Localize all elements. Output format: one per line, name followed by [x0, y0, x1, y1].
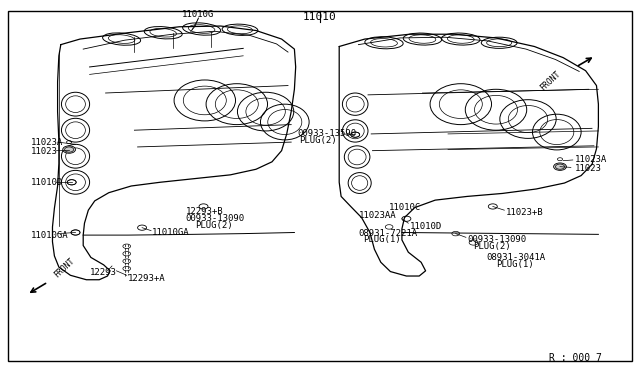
- Text: 11010GA: 11010GA: [152, 228, 190, 237]
- Text: 11023: 11023: [575, 164, 602, 173]
- Text: FRONT: FRONT: [538, 69, 562, 92]
- Text: 11023AA: 11023AA: [358, 211, 396, 219]
- Text: PLUG(2): PLUG(2): [195, 221, 233, 230]
- Circle shape: [63, 146, 76, 153]
- Text: R : 000 7: R : 000 7: [548, 353, 602, 363]
- Text: 11010GA: 11010GA: [31, 231, 68, 240]
- Text: 08931-3041A: 08931-3041A: [486, 253, 545, 262]
- Text: 11023A: 11023A: [31, 138, 63, 147]
- Text: 11010: 11010: [303, 12, 337, 22]
- Text: FRONT: FRONT: [52, 256, 76, 279]
- Text: 12293+B: 12293+B: [186, 207, 223, 216]
- Text: 11010G: 11010G: [182, 10, 214, 19]
- Circle shape: [554, 163, 566, 170]
- Text: PLUG(2): PLUG(2): [474, 242, 511, 251]
- Text: 11023+B: 11023+B: [506, 208, 543, 217]
- Text: 12293+A: 12293+A: [128, 274, 166, 283]
- Text: PLUG(1): PLUG(1): [496, 260, 534, 269]
- Text: 00933-13090: 00933-13090: [186, 214, 244, 223]
- Text: 12293: 12293: [90, 268, 116, 277]
- Text: PLUG(1): PLUG(1): [364, 235, 401, 244]
- Text: 11023A: 11023A: [575, 155, 607, 164]
- Text: 00933-13590: 00933-13590: [298, 129, 356, 138]
- Text: 11010C: 11010C: [389, 203, 421, 212]
- Text: 11010D: 11010D: [410, 222, 442, 231]
- Text: 00933-13090: 00933-13090: [467, 235, 526, 244]
- Text: 11023: 11023: [31, 147, 58, 156]
- Text: 08931-7221A: 08931-7221A: [358, 229, 417, 238]
- Text: PLUG(2): PLUG(2): [300, 136, 337, 145]
- Text: 11010D: 11010D: [31, 178, 63, 187]
